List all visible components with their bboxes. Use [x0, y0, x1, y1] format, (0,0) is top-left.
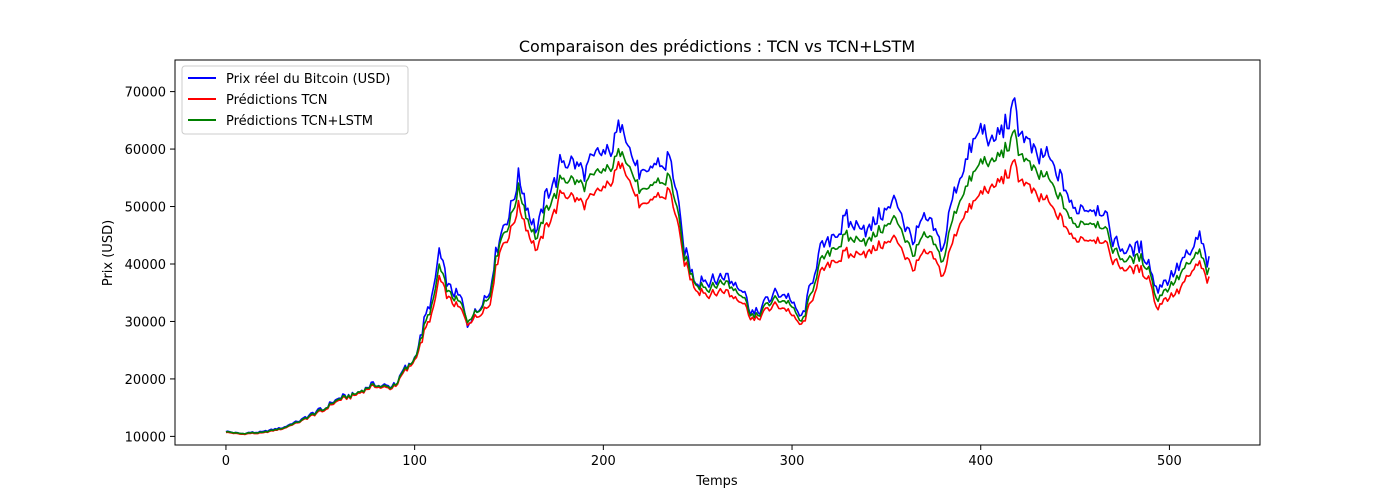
y-tick-label: 40000	[125, 258, 166, 273]
legend: Prix réel du Bitcoin (USD) Prédictions TC…	[181, 65, 409, 135]
x-tick-label: 0	[222, 454, 230, 469]
x-tick-label: 400	[968, 454, 993, 469]
y-tick-label: 60000	[125, 143, 166, 158]
legend-label-0: Prix réel du Bitcoin (USD)	[226, 72, 390, 87]
y-tick-label: 20000	[125, 373, 166, 388]
x-tick-label: 100	[402, 454, 427, 469]
x-axis: 0 100 200 300 400 500	[222, 445, 1182, 469]
chart-title: Comparaison des prédictions : TCN vs TCN…	[519, 37, 915, 56]
y-tick-label: 10000	[125, 430, 166, 445]
legend-label-1: Prédictions TCN	[226, 93, 327, 108]
plot-region	[225, 97, 1210, 436]
y-axis-label: Prix (USD)	[101, 220, 116, 286]
legend-box	[181, 65, 409, 135]
y-tick-label: 50000	[125, 201, 166, 216]
x-tick-label: 500	[1157, 454, 1182, 469]
y-tick-label: 30000	[125, 315, 166, 330]
series-line-1	[225, 158, 1210, 436]
x-tick-label: 300	[780, 454, 805, 469]
x-axis-label: Temps	[695, 474, 738, 489]
y-tick-label: 70000	[125, 86, 166, 101]
x-tick-label: 200	[591, 454, 616, 469]
legend-label-2: Prédictions TCN+LSTM	[226, 114, 373, 129]
y-axis: 10000 20000 30000 40000 50000 60000 70000	[125, 86, 175, 445]
axes-frame	[174, 59, 1261, 446]
series-line-2	[225, 129, 1210, 435]
